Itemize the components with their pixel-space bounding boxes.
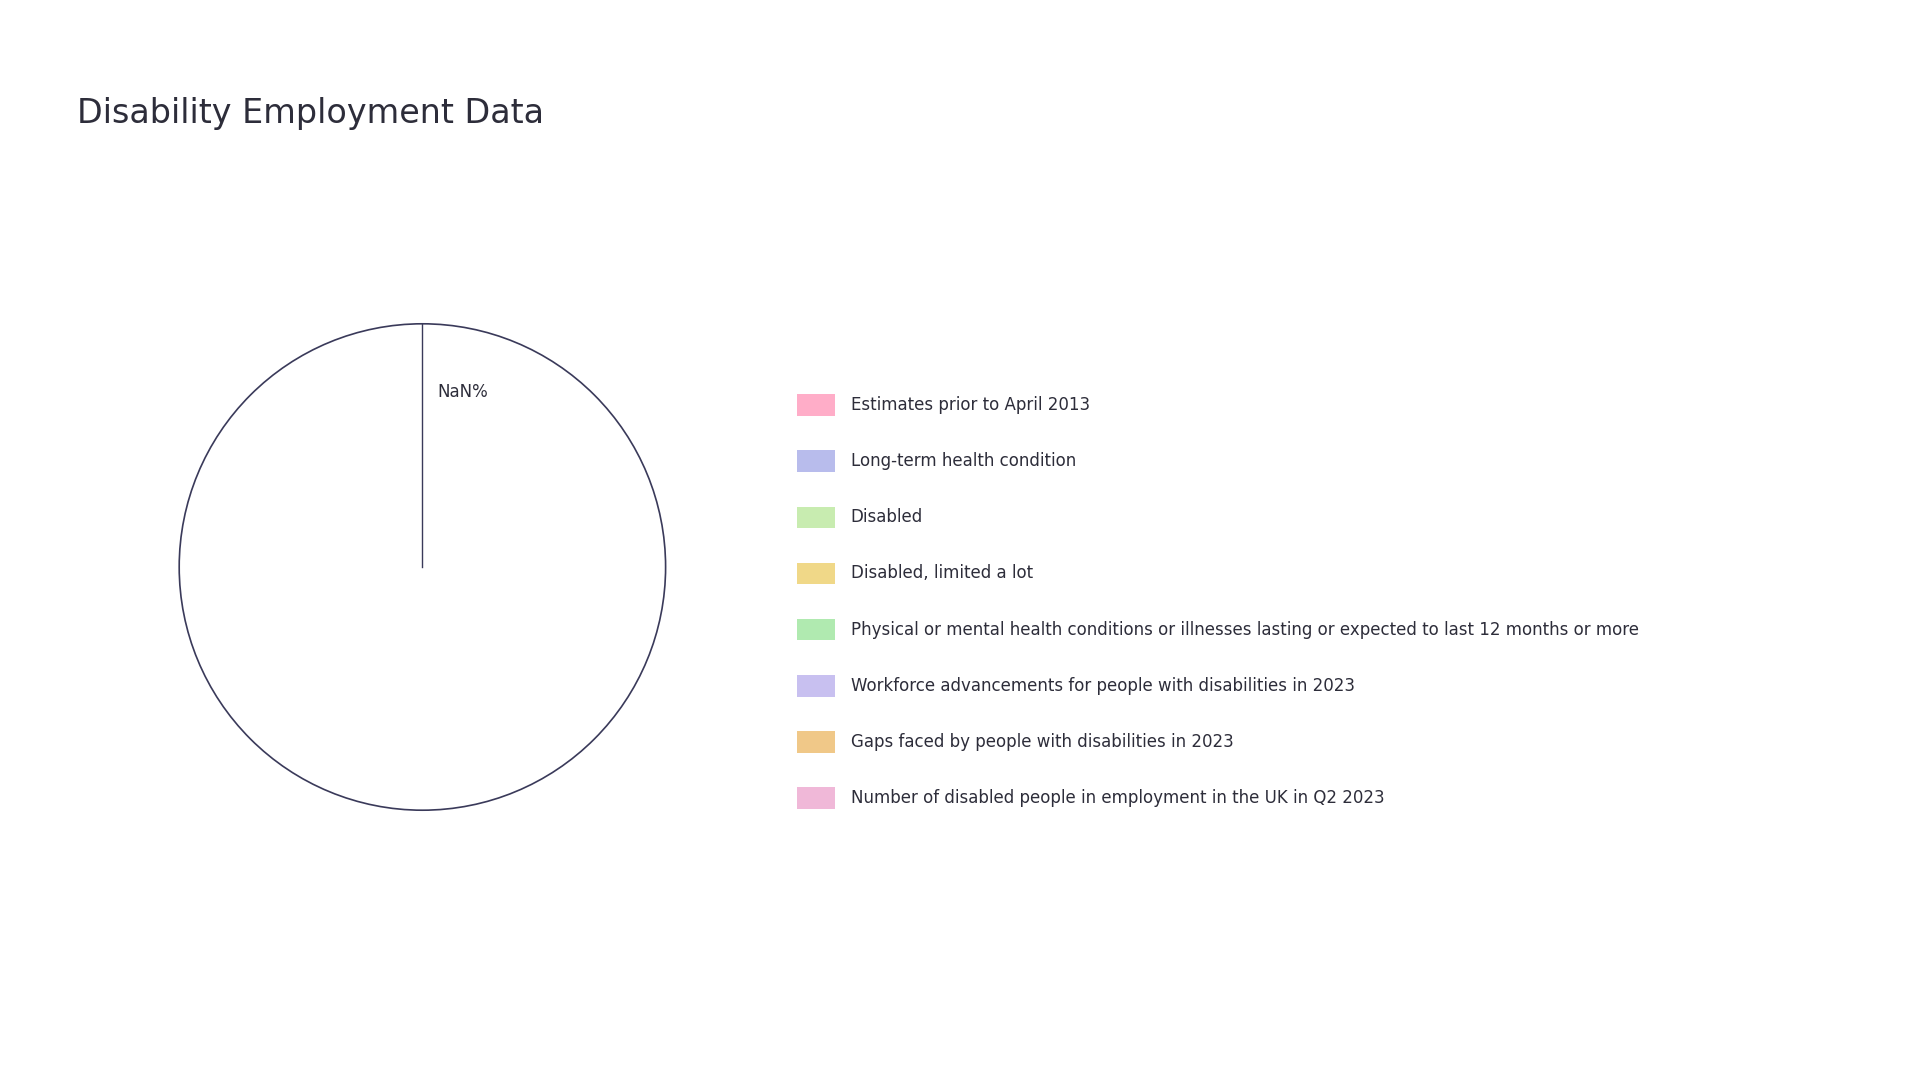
FancyBboxPatch shape [797,563,835,584]
FancyBboxPatch shape [797,394,835,416]
Text: NaN%: NaN% [438,383,488,401]
Text: Long-term health condition: Long-term health condition [851,453,1075,470]
FancyBboxPatch shape [797,507,835,528]
FancyBboxPatch shape [797,675,835,697]
Text: Estimates prior to April 2013: Estimates prior to April 2013 [851,396,1091,414]
Text: Number of disabled people in employment in the UK in Q2 2023: Number of disabled people in employment … [851,789,1384,807]
Circle shape [179,324,666,810]
FancyBboxPatch shape [797,450,835,472]
Text: Disabled, limited a lot: Disabled, limited a lot [851,565,1033,582]
Text: Gaps faced by people with disabilities in 2023: Gaps faced by people with disabilities i… [851,733,1233,751]
Text: Physical or mental health conditions or illnesses lasting or expected to last 12: Physical or mental health conditions or … [851,621,1638,638]
Text: Disabled: Disabled [851,509,924,526]
Text: Disability Employment Data: Disability Employment Data [77,97,543,131]
Text: Workforce advancements for people with disabilities in 2023: Workforce advancements for people with d… [851,677,1356,694]
FancyBboxPatch shape [797,731,835,753]
FancyBboxPatch shape [797,787,835,809]
FancyBboxPatch shape [797,619,835,640]
